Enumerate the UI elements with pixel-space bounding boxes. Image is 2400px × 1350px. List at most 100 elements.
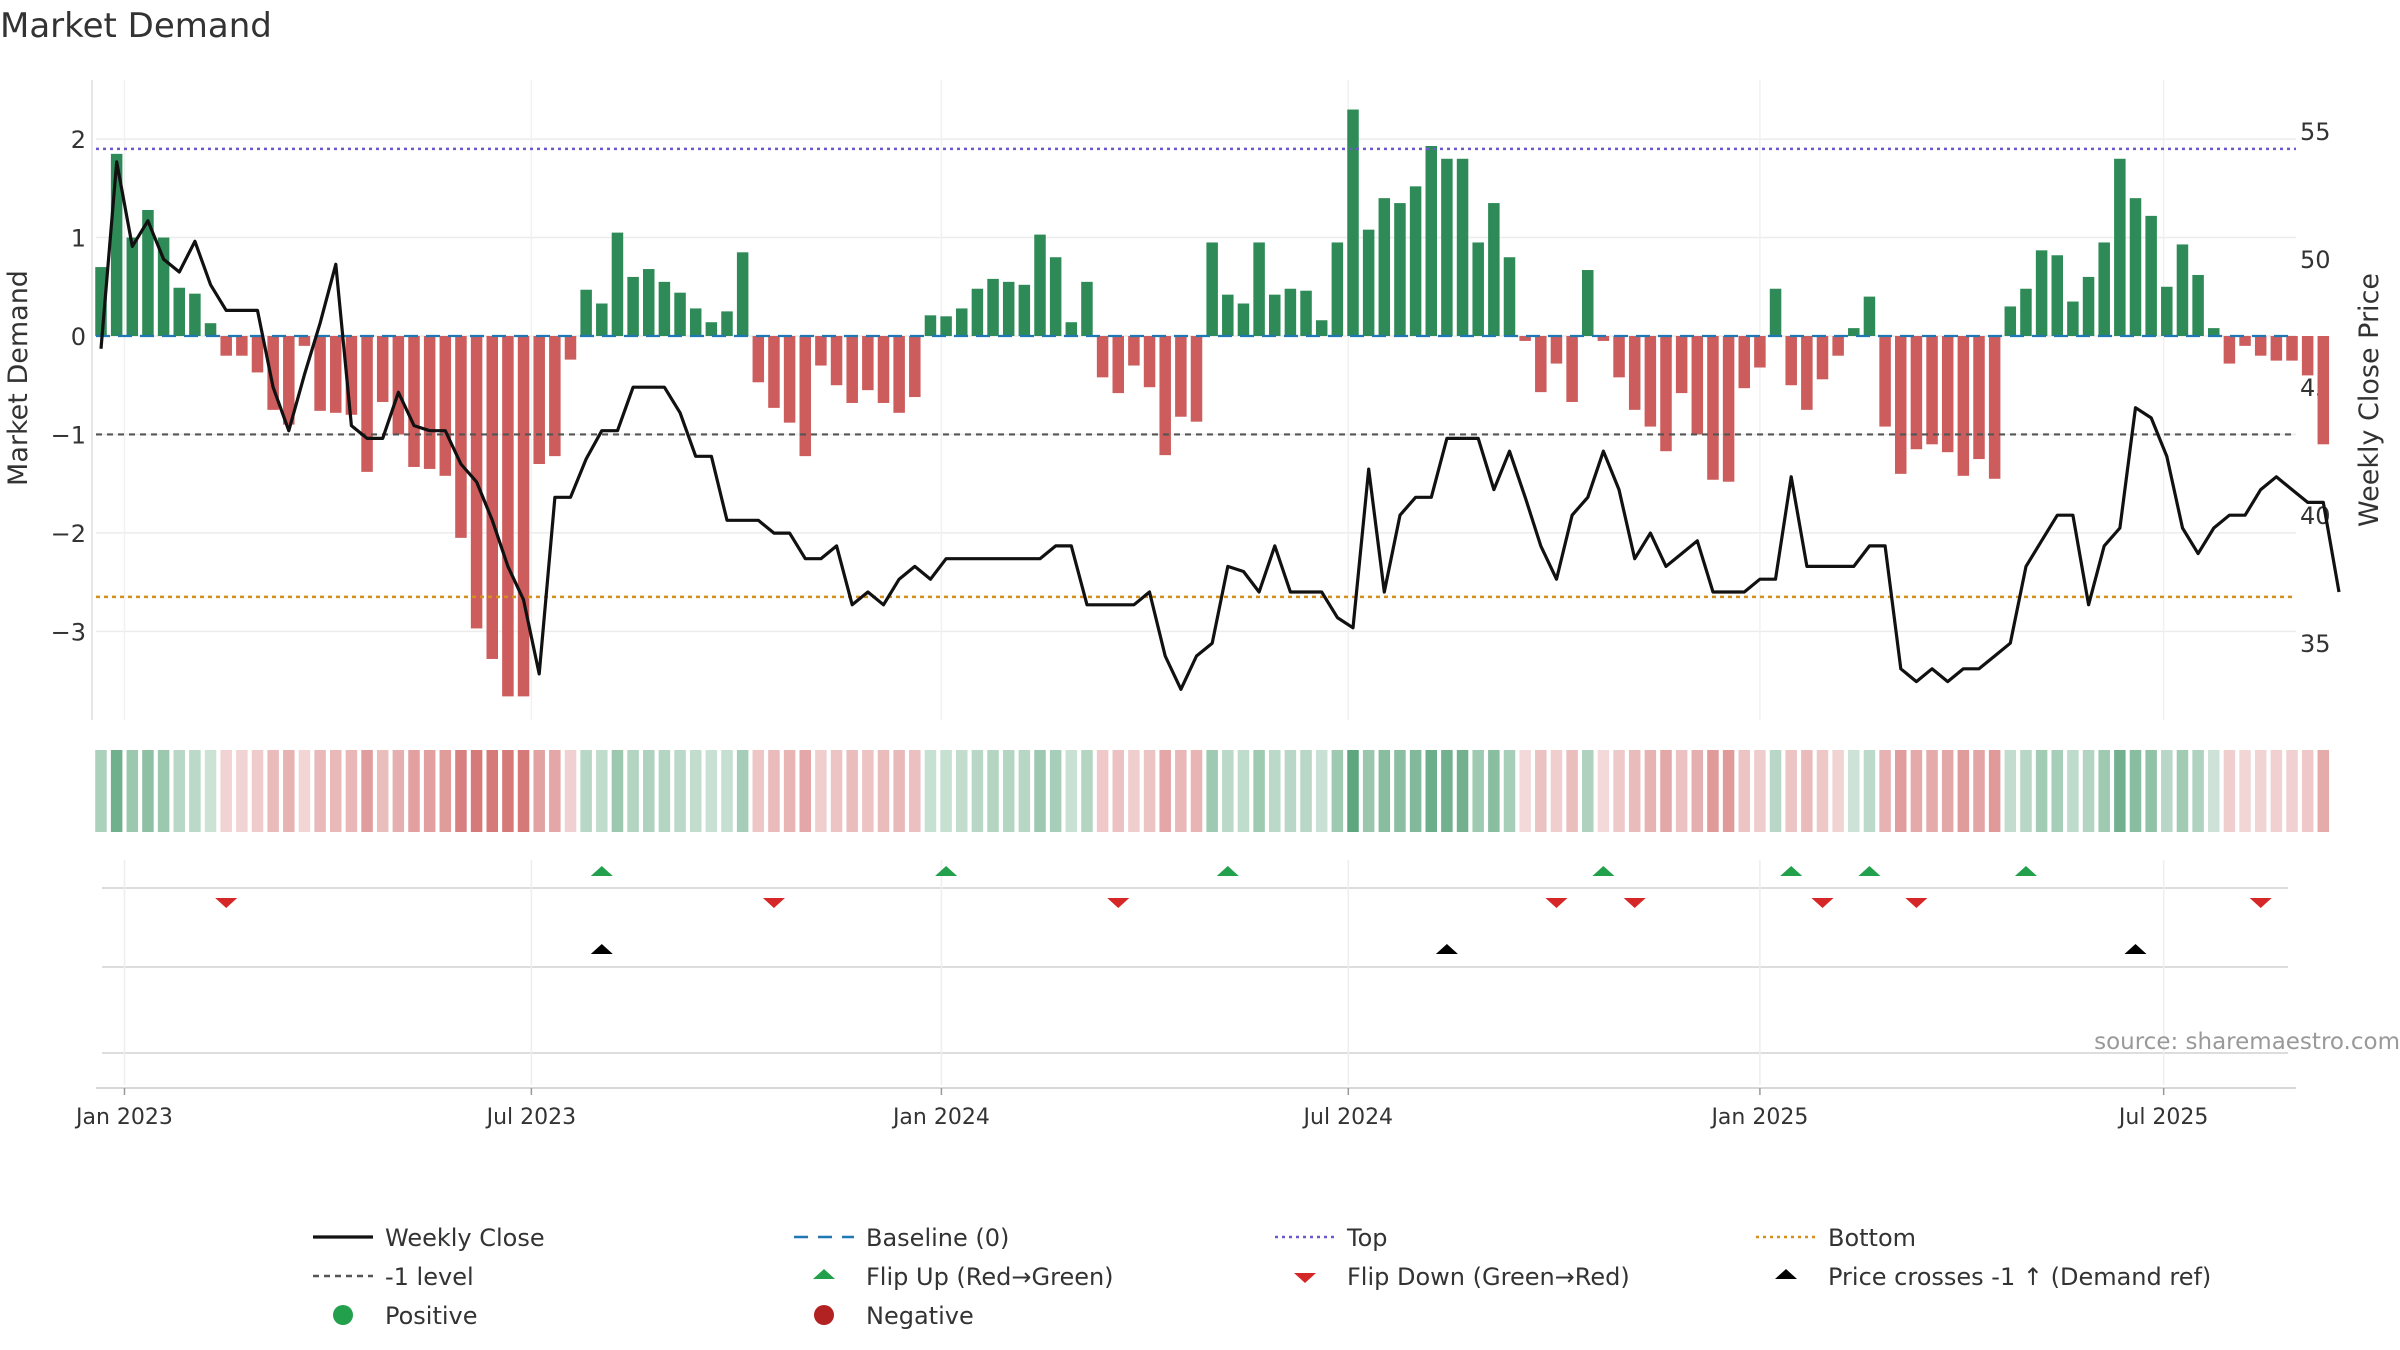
demand-heat-strip (95, 750, 2330, 832)
y-left-tick-label: −1 (51, 421, 86, 449)
heat-cell (1190, 750, 1203, 832)
legend-triangle-up-icon (813, 1269, 835, 1279)
heat-cell (1425, 750, 1437, 832)
demand-bar (517, 336, 530, 697)
heat-cell (1535, 750, 1547, 832)
heat-cell (1754, 750, 1766, 832)
heat-cell (909, 750, 921, 832)
heat-cell (1926, 750, 1938, 832)
heat-cell (1675, 750, 1688, 832)
demand-bar (330, 336, 342, 413)
demand-bar (439, 336, 452, 476)
demand-bar (1519, 336, 1531, 341)
heat-cell (1128, 750, 1140, 832)
legend-label: Negative (866, 1302, 974, 1330)
heat-cell (1613, 750, 1625, 832)
heat-cell (2176, 750, 2189, 832)
demand-bar (502, 336, 514, 697)
demand-bar (1409, 186, 1422, 336)
heat-cell (674, 750, 686, 832)
heat-cell (721, 750, 733, 832)
heat-cell (470, 750, 483, 832)
demand-bar (924, 315, 937, 336)
flip-up-marker (590, 866, 613, 876)
flip-down-marker (1623, 898, 1646, 908)
legend-item: Flip Down (Green→Red) (1294, 1263, 1630, 1291)
demand-bar (1801, 336, 1813, 410)
legend-item: Baseline (0) (794, 1224, 1009, 1252)
heat-cell (1018, 750, 1031, 832)
flip-down-marker (1545, 898, 1568, 908)
heat-cell (1253, 750, 1265, 832)
demand-bar (2270, 336, 2283, 361)
demand-bar (893, 336, 905, 413)
demand-bar (1143, 336, 1156, 388)
y-axis-left-label: Market Demand (3, 270, 34, 486)
demand-bar (2020, 288, 2032, 336)
heat-cell (2082, 750, 2095, 832)
demand-bar (1910, 336, 1923, 450)
demand-bar (126, 237, 139, 336)
demand-bar (173, 287, 185, 336)
demand-bar (376, 336, 389, 402)
demand-bar (1284, 288, 1297, 336)
demand-bar (533, 336, 545, 464)
demand-bar (1159, 336, 1171, 456)
demand-bar (157, 237, 170, 336)
x-tick-label: Jan 2024 (891, 1105, 990, 1130)
heat-cell (142, 750, 154, 832)
heat-cell (1801, 750, 1813, 832)
heat-cell (1269, 750, 1281, 832)
demand-bar (1926, 336, 1938, 445)
demand-bar (236, 336, 248, 356)
demand-bar (1237, 303, 1250, 336)
heat-cell (486, 750, 498, 832)
demand-bar (705, 322, 718, 336)
demand-bar (752, 336, 765, 383)
heat-cell (1895, 750, 1907, 832)
heat-cell (1848, 750, 1860, 832)
demand-bar (658, 281, 671, 336)
legend-item: Price crosses -1 ↑ (Demand ref) (1775, 1263, 2211, 1291)
demand-bar (408, 336, 420, 467)
legend-label: Positive (385, 1302, 478, 1330)
heat-cell (1049, 750, 1062, 832)
heat-cell (1582, 750, 1594, 832)
heat-cell (1331, 750, 1344, 832)
heat-cell (1769, 750, 1782, 832)
heat-cell (2317, 750, 2330, 832)
demand-bar (1582, 270, 1594, 336)
flip-down-marker (1107, 898, 1130, 908)
demand-bar (2129, 198, 2142, 336)
heat-cell (596, 750, 608, 832)
demand-bar (2286, 336, 2298, 361)
heat-cell (1096, 750, 1109, 832)
weekly-close-line (99, 160, 2341, 691)
demand-bar (1973, 336, 1985, 460)
demand-bar (1769, 288, 1782, 336)
heat-cell (126, 750, 139, 832)
demand-bar (1895, 336, 1907, 474)
demand-bar (2098, 242, 2110, 336)
heat-cell (298, 750, 311, 832)
heat-cell (2114, 750, 2126, 832)
flip-down-marker (2249, 898, 2272, 908)
heat-cell (502, 750, 514, 832)
demand-bar (1879, 336, 1891, 427)
heat-cell (423, 750, 436, 832)
heat-cell (1738, 750, 1750, 832)
demand-bar (1707, 336, 1719, 480)
demand-bar (1660, 336, 1672, 452)
demand-bar (1378, 198, 1391, 336)
heat-cell (1065, 750, 1078, 832)
legend-item: -1 level (313, 1263, 474, 1291)
flip-up-marker (1216, 866, 1239, 876)
heat-cell (1409, 750, 1422, 832)
legend-item: Weekly Close (313, 1224, 545, 1252)
heat-cell (1566, 750, 1578, 832)
demand-bar (940, 316, 952, 336)
heat-cell (1222, 750, 1234, 832)
demand-bar (423, 336, 436, 469)
y-left-tick-label: −2 (51, 520, 86, 548)
